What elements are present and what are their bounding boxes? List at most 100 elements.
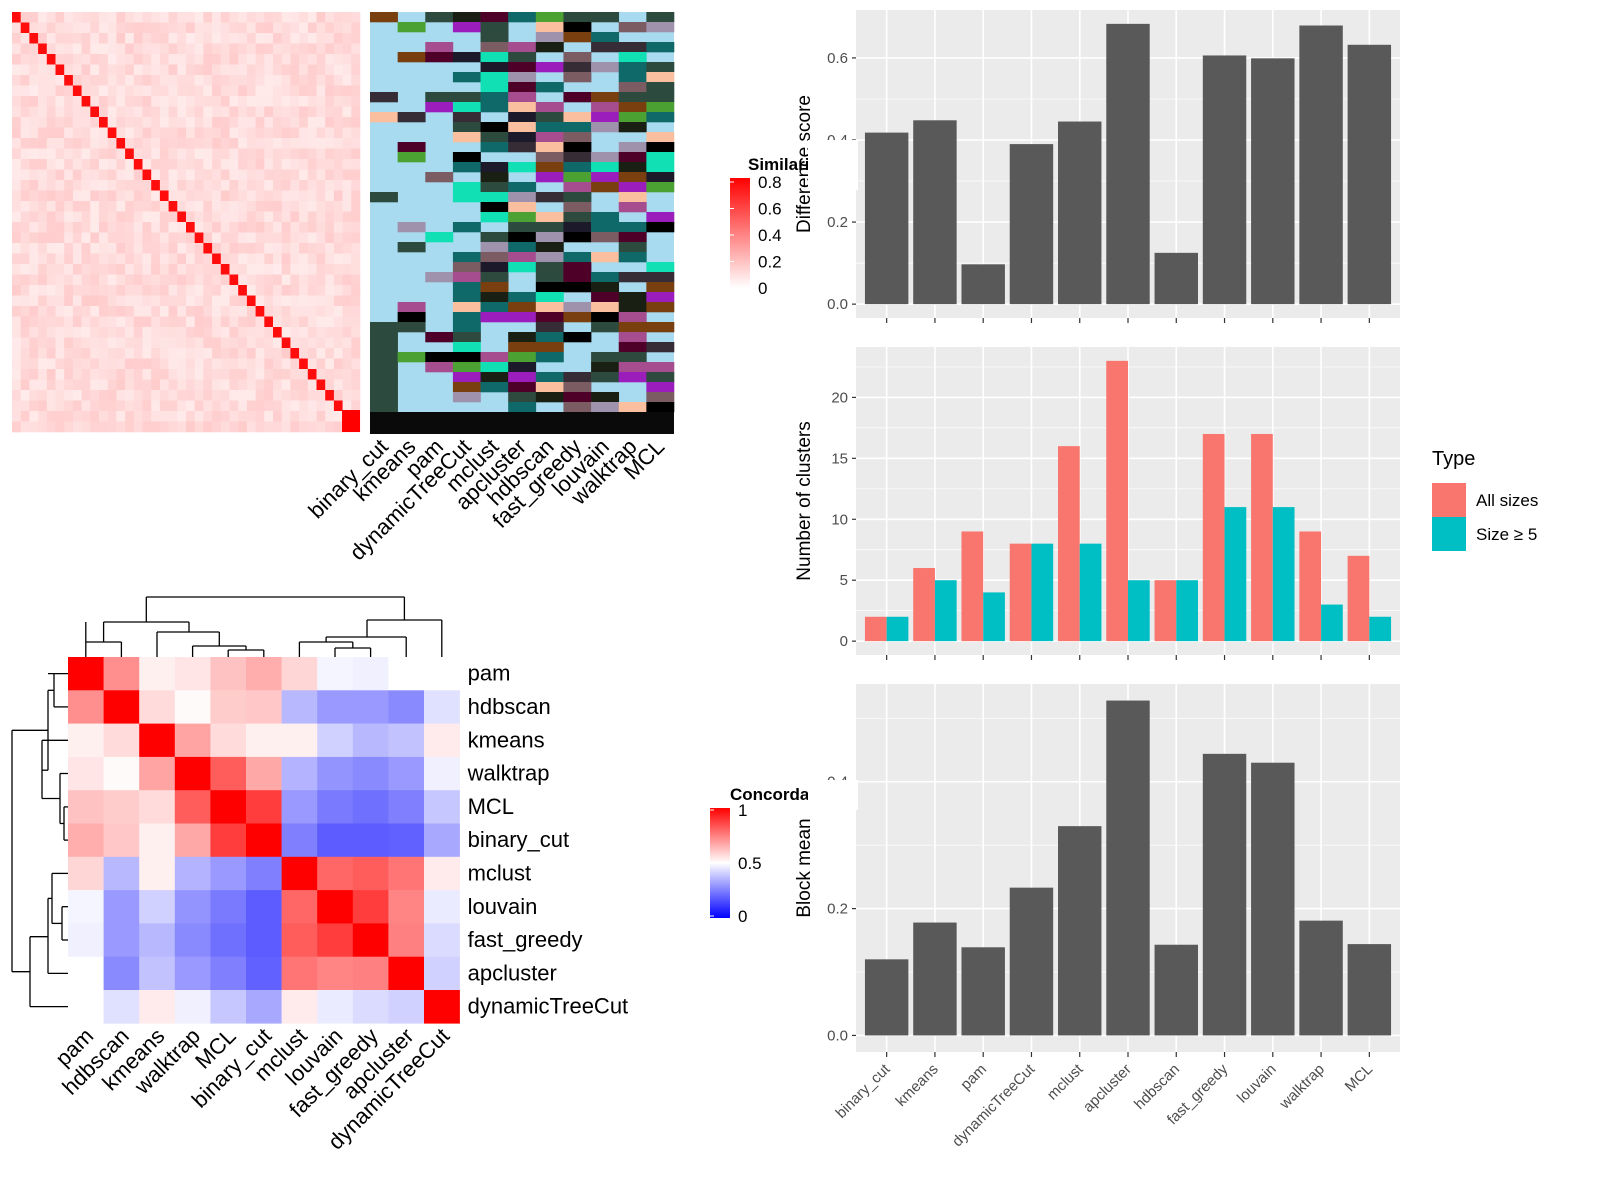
similarity-cell bbox=[133, 211, 143, 223]
similarity-cell bbox=[238, 390, 248, 401]
similarity-cell bbox=[186, 211, 195, 223]
similarity-cell bbox=[20, 201, 30, 212]
bar-fast_greedy bbox=[1202, 753, 1247, 1036]
similarity-cell bbox=[264, 127, 274, 139]
cluster-cell-mclust bbox=[480, 32, 509, 43]
similarity-cell bbox=[273, 379, 282, 391]
similarity-cell bbox=[72, 306, 82, 317]
similarity-cell bbox=[351, 337, 361, 349]
similarity-cell bbox=[342, 127, 352, 139]
bar-hdbscan-size-ge-5 bbox=[1176, 580, 1198, 642]
concordance-cell bbox=[103, 756, 140, 791]
similarity-cell bbox=[342, 358, 352, 370]
similarity-cell bbox=[99, 54, 108, 65]
similarity-cell bbox=[307, 327, 317, 338]
similarity-cell bbox=[72, 159, 82, 170]
similarity-cell bbox=[29, 75, 39, 86]
cluster-cell-mclust bbox=[480, 42, 509, 53]
similarity-cell bbox=[81, 96, 91, 107]
similarity-cell bbox=[125, 64, 135, 76]
cluster-cell-walktrap bbox=[618, 302, 647, 313]
cluster-cell-fast_greedy bbox=[563, 332, 592, 343]
bar-fast_greedy-size-ge-5 bbox=[1224, 507, 1247, 642]
similarity-cell bbox=[99, 169, 108, 181]
similarity-cell bbox=[159, 348, 169, 359]
block-mean-chart: 0.00.20.4binary_cutkmeanspamdynamicTreeC… bbox=[794, 684, 1400, 1150]
similarity-cell bbox=[107, 159, 117, 170]
similarity-cell bbox=[220, 96, 230, 107]
cluster-cell-MCL bbox=[646, 92, 675, 103]
y-axis-title: Block mean bbox=[794, 818, 815, 917]
cluster-cell-mclust bbox=[480, 132, 509, 143]
similarity-cell bbox=[186, 232, 195, 244]
similarity-cell bbox=[212, 211, 222, 223]
similarity-cell bbox=[20, 243, 30, 254]
similarity-cell bbox=[212, 348, 222, 359]
cluster-panel-footer-bar bbox=[370, 412, 674, 434]
similarity-cell bbox=[255, 369, 265, 380]
concordance-cell bbox=[424, 823, 460, 858]
cluster-cell-mclust bbox=[480, 52, 509, 63]
similarity-cell bbox=[325, 316, 335, 328]
cluster-cell-MCL bbox=[646, 112, 675, 123]
cluster-cell-binary_cut bbox=[370, 112, 398, 123]
cluster-cell-dynamicTreeCut bbox=[452, 322, 481, 333]
similarity-cell bbox=[229, 253, 239, 265]
similarity-cell bbox=[264, 243, 274, 254]
similarity-cell bbox=[142, 337, 152, 349]
similarity-cell bbox=[116, 327, 126, 338]
similarity-cell bbox=[203, 400, 213, 412]
cluster-cell-apcluster bbox=[508, 202, 537, 213]
similarity-cell bbox=[81, 43, 91, 55]
similarity-cell bbox=[168, 390, 178, 401]
similarity-cell bbox=[55, 75, 65, 86]
similarity-cell bbox=[203, 54, 213, 65]
similarity-cell bbox=[325, 285, 335, 296]
cluster-cell-MCL bbox=[646, 142, 675, 153]
similarity-cell bbox=[64, 306, 74, 317]
cluster-cell-pam bbox=[425, 172, 454, 183]
similarity-cell bbox=[29, 243, 39, 254]
similarity-cell bbox=[159, 295, 169, 307]
similarity-cell bbox=[194, 201, 204, 212]
similarity-cell bbox=[38, 421, 48, 433]
similarity-cell bbox=[203, 75, 213, 86]
similarity-cell bbox=[186, 138, 195, 149]
similarity-cell bbox=[273, 85, 282, 97]
similarity-cell bbox=[142, 348, 152, 359]
cluster-cell-louvain bbox=[591, 112, 620, 123]
similarity-cell bbox=[255, 390, 265, 401]
similarity-cell bbox=[351, 285, 361, 296]
similarity-cell bbox=[194, 264, 204, 275]
similarity-cell bbox=[116, 400, 126, 412]
cluster-cell-dynamicTreeCut bbox=[452, 222, 481, 233]
similarity-cell bbox=[255, 274, 265, 286]
similarity-cell bbox=[159, 316, 169, 328]
cluster-cell-kmeans bbox=[397, 142, 426, 153]
similarity-cell bbox=[255, 211, 265, 223]
cluster-cell-walktrap bbox=[618, 362, 647, 373]
similarity-cell bbox=[12, 127, 21, 139]
similarity-cell bbox=[20, 337, 30, 349]
similarity-cell bbox=[107, 43, 117, 55]
similarity-cell bbox=[194, 348, 204, 359]
similarity-cell bbox=[307, 264, 317, 275]
similarity-cell bbox=[90, 390, 100, 401]
cluster-cell-walktrap bbox=[618, 182, 647, 193]
similarity-cell bbox=[64, 85, 74, 97]
similarity-cell bbox=[38, 369, 48, 380]
similarity-cell bbox=[55, 348, 65, 359]
similarity-cell bbox=[307, 295, 317, 307]
similarity-cell bbox=[64, 12, 74, 23]
cluster-cell-hdbscan bbox=[535, 222, 564, 233]
concordance-tick-label: 1 bbox=[738, 801, 747, 820]
similarity-cell bbox=[46, 43, 56, 55]
similarity-cell bbox=[55, 138, 65, 149]
similarity-cell bbox=[186, 85, 195, 97]
similarity-cell bbox=[55, 358, 65, 370]
similarity-cell bbox=[116, 379, 126, 391]
similarity-cell bbox=[116, 75, 126, 86]
similarity-cell bbox=[325, 232, 335, 244]
cluster-cell-fast_greedy bbox=[563, 212, 592, 223]
similarity-cell bbox=[290, 285, 300, 296]
